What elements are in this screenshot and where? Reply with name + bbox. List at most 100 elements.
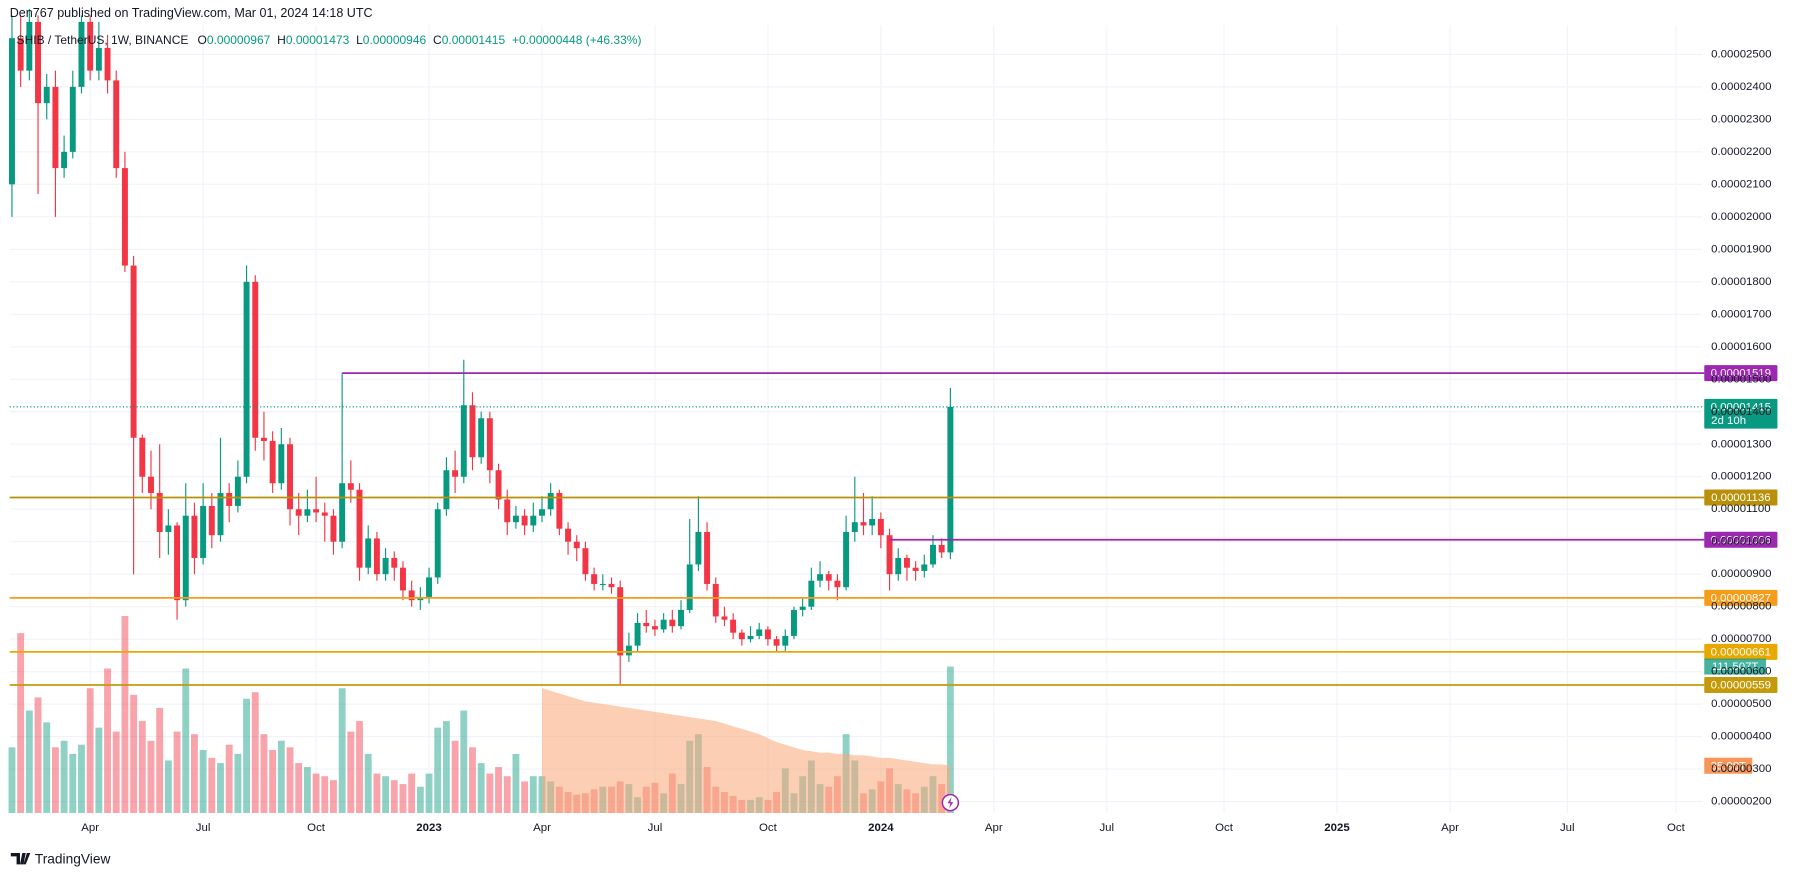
candle-body bbox=[69, 86, 76, 152]
candle-body bbox=[148, 476, 154, 493]
candle-body bbox=[252, 281, 259, 438]
y-tick-label: 0.00002200 bbox=[1711, 146, 1771, 158]
open-value: 0.00000967 bbox=[207, 33, 271, 47]
ohlc-letter: O bbox=[198, 33, 207, 47]
y-tick-label: 0.00001100 bbox=[1711, 503, 1771, 515]
change: +0.00000448 (+46.33%) bbox=[512, 33, 641, 47]
candle-body bbox=[200, 505, 207, 558]
candle-body bbox=[599, 583, 606, 586]
candle-body bbox=[573, 541, 580, 549]
candle-body bbox=[104, 47, 111, 81]
candle-body bbox=[35, 21, 42, 104]
candle-body bbox=[495, 470, 502, 500]
volume-bar bbox=[78, 744, 85, 813]
level-label-box bbox=[1704, 489, 1778, 506]
level-label-box bbox=[1704, 589, 1778, 606]
volume-bar bbox=[425, 773, 433, 813]
candle-body bbox=[634, 622, 641, 646]
volume-bar bbox=[95, 727, 103, 813]
candle-body bbox=[330, 515, 337, 542]
level-label-box bbox=[1704, 531, 1778, 548]
volume-bar bbox=[164, 760, 172, 813]
volume-bar bbox=[399, 784, 407, 813]
close-value: 0.00001415 bbox=[442, 33, 506, 47]
candle-body bbox=[669, 619, 676, 627]
volume-bar bbox=[408, 773, 416, 813]
candle-body bbox=[17, 38, 24, 71]
y-tick-label: 0.00000600 bbox=[1711, 666, 1771, 678]
volume-bar bbox=[60, 740, 68, 813]
candle-body bbox=[886, 535, 893, 575]
candle-body bbox=[278, 444, 285, 484]
candle-body bbox=[113, 80, 120, 169]
level-label: 0.00000661 bbox=[1711, 646, 1771, 658]
candle-body bbox=[738, 632, 745, 640]
candle-body bbox=[512, 515, 519, 523]
volume-label: 111.507T bbox=[1712, 661, 1759, 673]
volume-bar bbox=[521, 781, 529, 813]
y-tick-label: 0.00001700 bbox=[1711, 308, 1771, 320]
volume-bar bbox=[946, 666, 954, 813]
candle-body bbox=[756, 629, 763, 636]
volume-bar bbox=[121, 616, 129, 813]
volume-bar bbox=[17, 633, 25, 813]
levels: 0.00001519 0.00001136 0.00001006 0.00000827… bbox=[9, 365, 1778, 812]
candle-body bbox=[156, 492, 163, 532]
volume-bar bbox=[538, 776, 546, 813]
candle-body bbox=[391, 557, 398, 568]
candle-body bbox=[817, 574, 824, 581]
volume-bar bbox=[373, 773, 381, 813]
candle-body bbox=[869, 518, 876, 526]
volume-bar bbox=[243, 698, 250, 813]
x-tick-label: Apr bbox=[985, 822, 1003, 834]
candle-body bbox=[373, 538, 380, 575]
y-tick-label: 0.00001600 bbox=[1711, 341, 1771, 353]
volume-bar bbox=[390, 780, 398, 813]
candle-body bbox=[799, 606, 806, 610]
candle-body bbox=[504, 499, 511, 523]
brand-logo bbox=[10, 852, 31, 865]
volume-bar bbox=[321, 776, 329, 813]
volume-bar bbox=[486, 773, 494, 813]
candle-body bbox=[877, 518, 884, 536]
x-tick-label: Apr bbox=[81, 822, 99, 834]
candle-body bbox=[547, 492, 554, 510]
candle-body bbox=[243, 281, 250, 477]
volume-label-box bbox=[1704, 658, 1766, 675]
candle-body bbox=[87, 21, 94, 71]
candle-body bbox=[269, 440, 276, 484]
x-tick-label: Oct bbox=[307, 822, 326, 834]
candle-body bbox=[234, 476, 241, 506]
volume-bar bbox=[469, 747, 476, 813]
x-tick-label: Apr bbox=[533, 822, 551, 834]
candle-body bbox=[443, 470, 450, 510]
volume-bar bbox=[330, 780, 337, 813]
candle-body bbox=[217, 492, 224, 536]
volume-bar bbox=[503, 776, 511, 813]
volume-bar bbox=[112, 731, 120, 813]
last-price-label: 0.00001415 bbox=[1711, 401, 1771, 413]
volume-bar bbox=[364, 753, 372, 813]
volume-ma-area bbox=[541, 688, 951, 813]
candle-body bbox=[165, 525, 172, 532]
candle-body bbox=[643, 622, 650, 627]
candle-body bbox=[434, 509, 441, 578]
candle-body bbox=[651, 626, 658, 630]
candle-body bbox=[782, 635, 789, 646]
candle-body bbox=[660, 619, 667, 630]
candle-body bbox=[773, 639, 780, 646]
candle-body bbox=[912, 567, 919, 571]
y-tick-label: 0.00000500 bbox=[1711, 698, 1771, 710]
candle-body bbox=[339, 483, 346, 542]
volume-bar bbox=[442, 721, 450, 813]
y-tick-label: 0.00000700 bbox=[1711, 633, 1771, 645]
candle-body bbox=[61, 151, 68, 169]
candle-body bbox=[730, 619, 737, 633]
symbol: SHIB / TetherUS, 1W, BINANCE bbox=[17, 33, 189, 47]
y-tick-label: 0.00001000 bbox=[1711, 536, 1771, 548]
candle-body bbox=[121, 168, 128, 266]
y-tick-label: 0.00001900 bbox=[1711, 243, 1771, 255]
candle-body bbox=[78, 21, 85, 87]
volume-bar bbox=[51, 747, 59, 813]
volume-bar bbox=[512, 753, 520, 813]
